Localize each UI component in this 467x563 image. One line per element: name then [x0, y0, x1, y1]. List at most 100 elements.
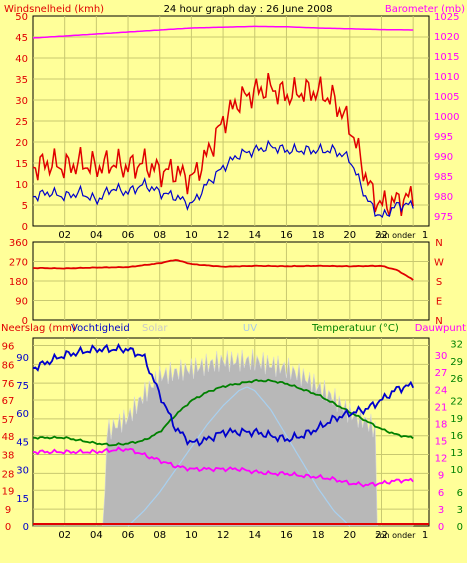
barometer-tick-label: 1005 [434, 92, 459, 103]
dewpoint-line [32, 446, 414, 488]
hour-label: 04 [90, 530, 103, 541]
solar-area-shape [33, 349, 414, 527]
wind-speed-line [32, 72, 414, 217]
rain-tick-label: 28 [2, 469, 15, 480]
wind-tick-label: 5 [22, 201, 28, 212]
uv-line [127, 386, 351, 527]
temperature-tick-label: 29 [450, 357, 463, 368]
direction-tick-label: 270 [9, 258, 28, 269]
barometer-tick-label: 985 [434, 172, 453, 183]
wind-tick-label: 25 [15, 117, 28, 128]
rain-tick-label: 38 [2, 451, 15, 462]
hour-label: 14 [248, 530, 261, 541]
rain-tick-label: 48 [2, 432, 15, 443]
hour-label: 18 [312, 530, 325, 541]
hour-label: 16 [280, 530, 293, 541]
hour-label: 1 [422, 230, 428, 241]
hour-label: 14 [248, 230, 261, 241]
rain-tick-label: 96 [2, 342, 15, 353]
rain-tick-label: 76 [2, 379, 15, 390]
barometer-tick-label: 995 [434, 132, 453, 143]
barometer-tick-label: 980 [434, 192, 453, 203]
temperature-line [32, 378, 414, 447]
hour-label: 08 [153, 230, 166, 241]
direction-tick-label: 360 [9, 238, 28, 249]
rain-tick-label: 86 [2, 360, 15, 371]
temperature-tick-label: 13 [450, 448, 463, 459]
hour-label: 04 [90, 230, 103, 241]
dewpoint-tick-label: 3 [438, 505, 444, 516]
barometer-title: Barometer (mb) [385, 4, 465, 15]
direction-tick-label: 90 [15, 297, 28, 308]
humidity-tick-label: 75 [16, 381, 29, 392]
temperature-tick-label: 26 [450, 374, 463, 385]
humidity-tick-label: 60 [16, 409, 29, 420]
hour-label: 20 [343, 530, 356, 541]
rain-tick-label: 67 [2, 396, 15, 407]
compass-label: N [435, 238, 442, 249]
hour-label: 10 [185, 530, 198, 541]
temperature-tick-label: 3 [457, 505, 463, 516]
temperature-tick-label: 0 [457, 522, 463, 533]
wind-tick-label: 30 [15, 96, 28, 107]
temperature-tick-label: 19 [450, 414, 463, 425]
temperature-tick-label: 6 [457, 488, 463, 499]
dewpoint-title: Dauwpunt [415, 323, 466, 334]
wind-tick-label: 50 [15, 12, 28, 23]
wind-tick-label: 15 [15, 159, 28, 170]
hour-label: 20 [343, 230, 356, 241]
compass-label: E [436, 297, 442, 308]
uv-title: UV [243, 323, 257, 334]
hour-label: 22 [375, 230, 388, 241]
humidity-tick-label: 15 [16, 494, 29, 505]
wind-direction-line [32, 259, 414, 281]
direction-tick-label: 180 [9, 277, 28, 288]
rain-tick-label: 57 [2, 415, 15, 426]
wind-tick-label: 45 [15, 33, 28, 44]
dewpoint-tick-label: 21 [435, 402, 448, 413]
hour-label: 08 [153, 530, 166, 541]
barometer-tick-label: 1025 [434, 12, 459, 23]
series-lines [32, 25, 429, 527]
humidity-line [32, 342, 415, 447]
direction-tick-label: 0 [22, 316, 28, 327]
compass-label: W [434, 258, 444, 269]
rain-tick-label: 0 [5, 522, 11, 533]
dewpoint-tick-label: 0 [438, 522, 444, 533]
dewpoint-tick-label: 6 [438, 488, 444, 499]
barometer-tick-label: 1015 [434, 52, 459, 63]
dewpoint-tick-label: 30 [435, 351, 448, 362]
humidity-tick-label: 45 [16, 437, 29, 448]
chart-title: 24 hour graph day : 26 June 2008 [164, 4, 333, 15]
barometer-tick-label: 1010 [434, 72, 459, 83]
temperature-title: Temperatuur (°C) [311, 323, 399, 334]
dewpoint-tick-label: 9 [438, 471, 444, 482]
tick-labels: 0510152025303540455097598098599099510001… [2, 12, 463, 541]
hour-label: 06 [122, 230, 135, 241]
temperature-tick-label: 22 [450, 397, 463, 408]
wind-tick-label: 40 [15, 54, 28, 65]
wind-title: Windsnelheid (kmh) [4, 4, 104, 15]
hour-label: 22 [375, 530, 388, 541]
grid-lines [33, 16, 429, 526]
temperature-tick-label: 10 [450, 465, 463, 476]
solar-title: Solar [142, 323, 168, 334]
wind-tick-label: 0 [22, 222, 28, 233]
dewpoint-tick-label: 15 [435, 437, 448, 448]
barometer-tick-label: 1020 [434, 32, 459, 43]
sunset-label: zon onder [375, 231, 416, 240]
humidity-title: Vochtigheid [71, 323, 130, 334]
barometer-tick-label: 975 [434, 212, 453, 223]
hour-label: 10 [185, 230, 198, 241]
humidity-tick-label: 0 [23, 522, 29, 533]
compass-label: N [435, 316, 442, 327]
hour-label: 02 [58, 530, 71, 541]
hour-label: 02 [58, 230, 71, 241]
dewpoint-tick-label: 18 [435, 419, 448, 430]
hour-label: 12 [217, 230, 230, 241]
sunset-label: zon onder [375, 531, 416, 540]
temperature-tick-label: 32 [450, 340, 463, 351]
humidity-tick-label: 30 [16, 466, 29, 477]
